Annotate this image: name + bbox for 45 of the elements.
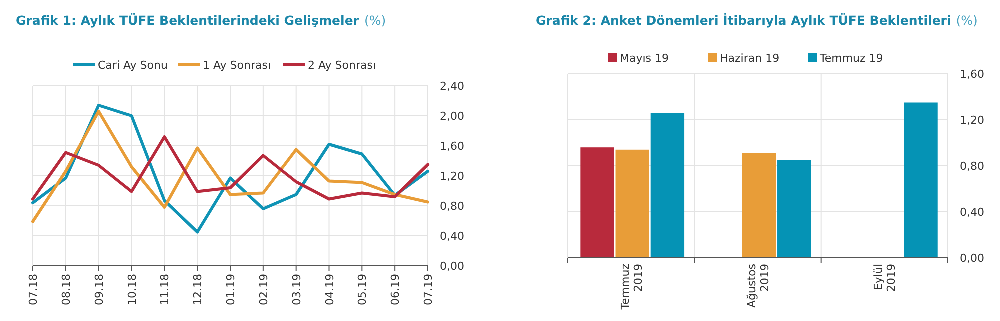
bar — [616, 150, 650, 258]
x-tick-label: 04.19 — [323, 274, 336, 306]
x-tick-label: 07.19 — [422, 274, 435, 306]
legend-label: Cari Ay Sonu — [98, 59, 168, 72]
x-tick-label: 01.19 — [224, 274, 238, 306]
y-tick-label: 1,60 — [960, 68, 984, 81]
bar — [742, 153, 776, 258]
y-tick-label: 0,80 — [440, 200, 464, 213]
y-tick-label: 1,20 — [960, 114, 984, 127]
y-tick-label: 1,60 — [440, 140, 464, 153]
legend-label: 2 Ay Sonrası — [308, 59, 376, 72]
x-tick-label: 08.18 — [60, 274, 73, 306]
chart-subtitle: (%) — [364, 13, 386, 28]
x-tick-label: 05.19 — [356, 274, 370, 306]
legend-label: Mayıs 19 — [620, 52, 670, 65]
y-tick-label: 2,00 — [440, 110, 464, 123]
y-tick-label: 2,40 — [440, 80, 464, 93]
y-tick-label: 0,40 — [960, 206, 984, 219]
y-tick-label: 0,40 — [440, 230, 464, 243]
x-tick-label: 11.18 — [158, 274, 172, 306]
x-tick-label: Eylül 2019 — [872, 264, 898, 292]
line-series — [32, 136, 430, 201]
x-tick-label: 03.19 — [290, 274, 304, 306]
chart-title: Grafik 2: Anket Dönemleri İtibarıyla Aylık TÜFE Beklentileri — [536, 13, 952, 28]
bar — [650, 113, 685, 258]
legend-label: Haziran 19 — [720, 52, 780, 65]
x-tick-label: 09.18 — [92, 274, 106, 306]
x-tick-label: 12.18 — [192, 274, 205, 306]
x-tick-label: 10.18 — [126, 274, 139, 306]
legend-label: Temmuz 19 — [819, 52, 884, 65]
x-tick-label: Ağustos 2019 — [746, 264, 772, 308]
bar — [580, 148, 614, 258]
bar — [904, 102, 938, 258]
x-tick-label: 07.18 — [27, 274, 40, 306]
chart-subtitle: (%) — [956, 13, 978, 28]
y-tick-label: 0,80 — [960, 160, 984, 173]
chart-title: Grafik 1: Aylık TÜFE Beklentilerindeki Gelişmeler — [16, 13, 360, 28]
y-tick-label: 0,00 — [440, 260, 464, 273]
y-tick-label: 0,00 — [960, 252, 984, 265]
x-tick-label: Temmuz 2019 — [618, 264, 645, 311]
legend-label: 1 Ay Sonrası — [203, 59, 272, 72]
y-tick-label: 1,20 — [440, 170, 464, 183]
bar — [778, 160, 812, 258]
x-tick-label: 02.19 — [257, 274, 270, 306]
x-tick-label: 06.19 — [389, 274, 402, 306]
